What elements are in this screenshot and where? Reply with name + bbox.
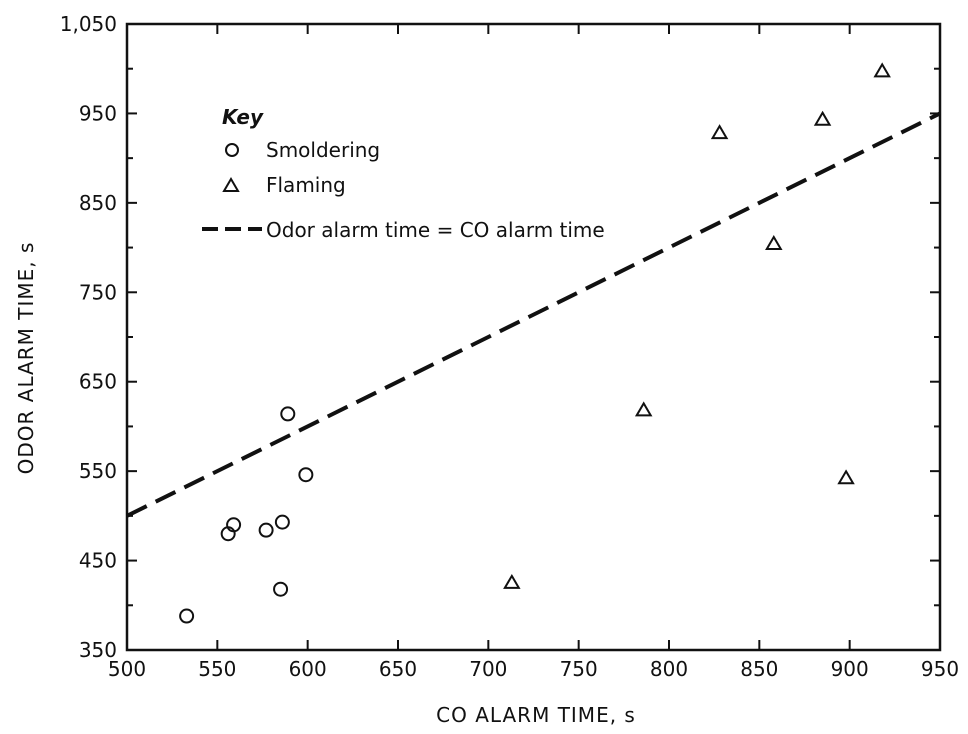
smoldering-point [258,522,274,538]
y-tick-label: 750 [79,280,117,304]
legend-title: Key [222,105,264,129]
legend-label-smoldering: Smoldering [266,138,380,162]
x-axis-ticks: 500 550 600 650 700 750 800 850 900 950 [108,24,959,681]
legend-label-equality-line: Odor alarm time = CO alarm time [266,218,605,242]
flaming-point [503,573,521,589]
smoldering-point [280,406,296,422]
x-tick-label: 750 [560,657,598,681]
y-tick-label: 550 [79,459,117,483]
x-axis-title: CO ALARM TIME, s [436,703,636,727]
chart-marks [126,62,941,624]
flaming-point [837,469,855,485]
smoldering-point [298,467,314,483]
smoldering-point [273,581,289,597]
flaming-point [813,110,832,126]
x-tick-label: 850 [740,657,778,681]
x-tick-label: 700 [469,657,507,681]
y-tick-label: 950 [79,101,117,125]
y-tick-label: 450 [79,549,117,573]
y-axis-title: ODOR ALARM TIME, s [14,242,38,475]
y-tick-label: 1,050 [60,12,117,36]
flaming-point [873,62,891,78]
x-tick-label: 800 [650,657,688,681]
y-tick-label: 850 [79,191,117,215]
legend: Key Smoldering Flaming Odor alarm time =… [202,105,605,242]
y-axis-ticks: 350 450 550 650 750 850 950 1,050 [60,12,940,662]
flaming-point [765,235,783,250]
y-tick-label: 650 [79,370,117,394]
smoldering-point [179,608,195,624]
x-tick-label: 600 [289,657,327,681]
x-tick-label: 950 [921,657,959,681]
flaming-point [710,124,729,140]
smoldering-point [226,517,242,533]
legend-marker-flaming [222,177,240,192]
x-tick-label: 550 [198,657,236,681]
x-tick-label: 900 [831,657,869,681]
legend-marker-smoldering [225,143,239,157]
equality-dashed-line [126,111,941,518]
legend-label-flaming: Flaming [266,173,346,197]
y-tick-label: 350 [79,638,117,662]
x-tick-label: 500 [108,657,146,681]
smoldering-point [274,514,290,530]
x-tick-label: 650 [379,657,417,681]
flaming-point [634,401,653,417]
